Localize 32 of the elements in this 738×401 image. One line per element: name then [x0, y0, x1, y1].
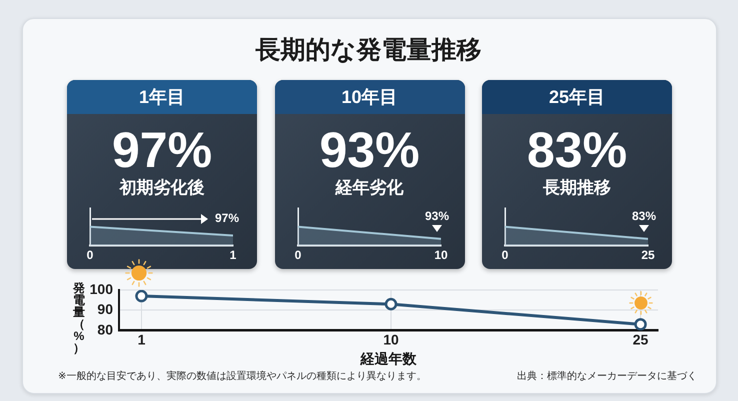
- x-tick-label: 25: [632, 332, 649, 348]
- chart-title: 10年目: [341, 86, 398, 109]
- y-tick-label: 100: [90, 280, 114, 297]
- point: [384, 298, 398, 310]
- annotation: 93%: [424, 209, 449, 224]
- x-axis-title: 経過年数: [360, 350, 418, 366]
- text: 93%: [319, 122, 420, 178]
- x-tick-label: 10: [434, 248, 448, 262]
- y-tick-label: 90: [97, 301, 114, 318]
- chart-title: 25年目: [548, 86, 606, 109]
- chart-subtitle: 初期劣化後: [120, 178, 204, 198]
- text: ※一般的な目安であり、実際の数値は設置環境やパネルの種類により異なります。: [58, 371, 426, 383]
- chart-subtitle: 経年劣化: [336, 178, 404, 198]
- point: [135, 290, 148, 302]
- y-axis-title: 発電量（%）: [72, 281, 86, 355]
- point: [634, 318, 647, 330]
- chart-title: 1年目: [138, 86, 185, 109]
- x-tick-label: 10: [383, 332, 399, 348]
- x-tick-label: 0: [86, 248, 94, 262]
- y-tick-label: 80: [97, 321, 114, 338]
- text: 97%: [112, 122, 212, 178]
- x-tick-label: 0: [294, 248, 302, 262]
- x-tick-label: 1: [230, 248, 237, 262]
- x-tick-label: 1: [138, 332, 146, 348]
- text: 長期的な発電量推移: [256, 34, 482, 66]
- annotation: 97%: [215, 211, 240, 226]
- annotation: 83%: [632, 209, 656, 224]
- source-note: 出典：標準的なメーカーデータに基づく: [517, 371, 697, 383]
- text: 83%: [526, 122, 628, 178]
- x-tick-label: 25: [641, 248, 655, 262]
- x-tick-label: 0: [502, 248, 509, 262]
- chart-subtitle: 長期推移: [543, 178, 611, 198]
